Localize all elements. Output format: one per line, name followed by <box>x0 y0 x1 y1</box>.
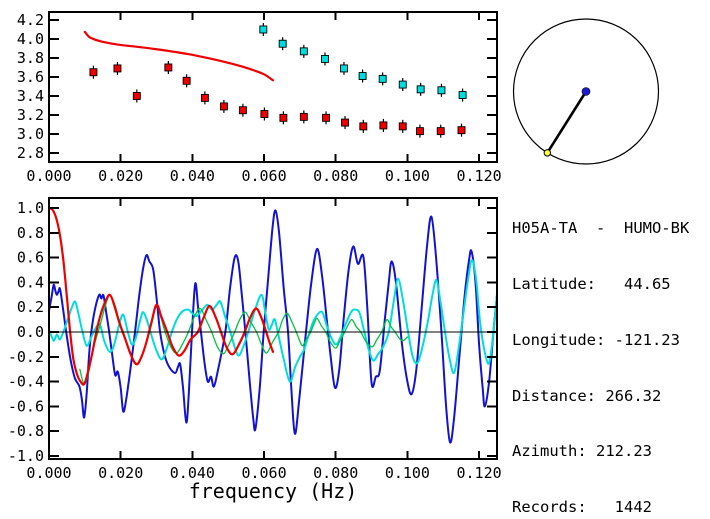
data-point-square <box>89 68 98 77</box>
series-picked-velocities-cyan <box>259 22 467 102</box>
data-point-square <box>359 122 368 131</box>
info-line-azimuth: Azimuth: 212.23 <box>512 442 652 461</box>
data-point-square <box>415 127 424 136</box>
x-tick-label: 0.020 <box>98 167 143 185</box>
y-tick-label: 4.2 <box>17 11 44 29</box>
data-point-square <box>260 110 269 118</box>
y-tick-label: 4.0 <box>17 30 44 48</box>
data-point-square <box>259 25 268 34</box>
data-point-square <box>132 92 141 100</box>
y-tick-label: 3.4 <box>17 87 44 105</box>
y-tick-label: 0.0 <box>17 323 44 341</box>
axes-frame <box>48 197 498 460</box>
series-picked-velocities-red <box>89 60 466 138</box>
data-point-square <box>437 86 446 95</box>
data-point-square <box>378 74 387 83</box>
y-tick-label: 0.6 <box>17 249 44 267</box>
x-tick-label: 0.000 <box>26 464 71 482</box>
y-tick-label: 1.0 <box>17 199 44 217</box>
series-model-dispersion-curve <box>83 30 275 82</box>
data-point-square <box>164 63 173 72</box>
x-axis-label: frequency (Hz) <box>189 479 358 503</box>
y-tick-label: 3.6 <box>17 68 44 86</box>
data-point-square <box>398 122 407 131</box>
y-tick-label: -1.0 <box>8 447 44 465</box>
data-point-square <box>321 54 329 63</box>
info-line-latitude: Latitude: 44.65 <box>512 274 671 293</box>
data-point-square <box>200 93 209 102</box>
x-tick-label: 0.060 <box>241 464 286 482</box>
y-tick-label: 3.0 <box>17 125 44 143</box>
x-tick-label: 0.060 <box>241 167 286 185</box>
y-tick-label: -0.8 <box>8 422 44 440</box>
x-tick-label: 0.040 <box>170 464 215 482</box>
dispersion-chart: 0.000 0.020 0.040 0.060 0.080 0.100 0.1202.83.… <box>17 11 502 185</box>
x-tick-label: 0.080 <box>313 464 358 482</box>
data-point-square <box>299 47 308 56</box>
data-point-square <box>278 39 287 48</box>
data-point-square <box>416 85 425 94</box>
data-point-square <box>322 113 330 122</box>
data-point-square <box>279 113 288 122</box>
y-tick-label: -0.4 <box>8 373 44 391</box>
y-tick-label: 0.2 <box>17 298 44 316</box>
data-point-square <box>458 91 467 99</box>
y-tick-label: 0.4 <box>17 273 44 291</box>
x-tick-label: 0.100 <box>385 464 430 482</box>
series-observed-imag <box>50 259 496 383</box>
y-tick-label: 0.8 <box>17 224 44 242</box>
y-tick-label: -0.6 <box>8 397 44 415</box>
data-point-square <box>341 118 349 127</box>
data-point-square <box>238 106 247 115</box>
data-point-square <box>113 64 122 73</box>
y-tick-label: 3.2 <box>17 106 44 124</box>
x-tick-label: 0.100 <box>385 167 430 185</box>
azimuth-marker-dot <box>543 149 552 157</box>
series-observed-real <box>50 209 496 444</box>
azimuth-line <box>546 90 588 154</box>
data-point-square <box>457 126 466 135</box>
x-tick-label: 0.120 <box>457 464 502 482</box>
info-line-distance: Distance: 266.32 <box>512 386 662 405</box>
x-tick-label: 0.020 <box>98 464 143 482</box>
x-tick-label: 0.080 <box>313 167 358 185</box>
data-point-square <box>182 76 191 85</box>
dispersion-curves-series-area <box>83 22 467 138</box>
y-tick-label: 2.8 <box>17 144 44 162</box>
data-point-square <box>436 127 445 136</box>
info-line-records: Records: 1442 <box>512 498 652 517</box>
info-line-longitude: Longitude: -121.23 <box>512 330 680 349</box>
station-pair-title: H05A-TA - HUMO-BK <box>512 219 690 238</box>
data-point-square <box>358 72 367 80</box>
data-point-square <box>299 112 308 121</box>
x-tick-label: 0.120 <box>457 167 502 185</box>
data-point-square <box>340 64 348 73</box>
y-tick-label: 3.8 <box>17 49 44 67</box>
cross-spectrum-chart: 0.000 0.020 0.040 0.060 0.080 0.100 0.120 -1.0 -… <box>8 197 502 503</box>
cross-spectrum-series-area <box>50 207 496 444</box>
station-info-panel: H05A-TA - HUMO-BK Latitude: 44.65 Longit… <box>512 182 689 519</box>
x-tick-label: 0.000 <box>26 167 71 185</box>
x-tick-label: 0.040 <box>170 167 215 185</box>
data-point-square <box>219 102 228 111</box>
data-point-square <box>379 121 388 130</box>
series-model-bessel-red <box>50 207 275 386</box>
data-point-square <box>398 80 407 89</box>
azimuth-circle <box>512 18 660 165</box>
station-center-dot <box>581 87 591 96</box>
axes-frame <box>48 11 498 163</box>
azimuth-dial <box>512 18 660 165</box>
y-tick-label: -0.2 <box>8 348 44 366</box>
